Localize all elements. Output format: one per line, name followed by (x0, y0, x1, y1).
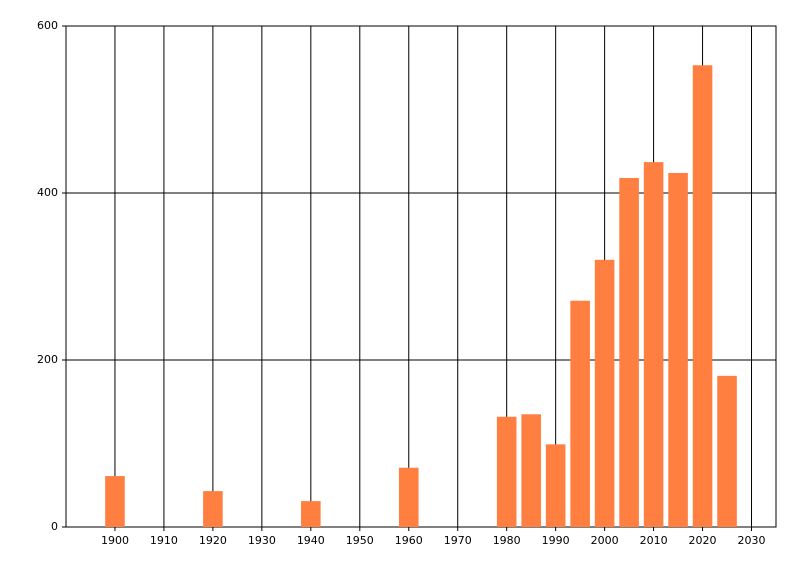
x-tick-label: 1970 (444, 534, 472, 547)
bar (496, 416, 517, 527)
bar (398, 467, 419, 527)
y-tick-label: 200 (37, 353, 58, 366)
bar (717, 375, 737, 527)
x-tick-label: 1990 (542, 534, 570, 547)
plot-frame (65, 25, 777, 528)
x-tick-label: 1910 (150, 534, 178, 547)
bar (692, 65, 713, 528)
bar (545, 444, 566, 527)
bar (668, 172, 688, 527)
bar (643, 162, 664, 528)
x-tick-label: 1960 (395, 534, 423, 547)
y-tick-label: 0 (51, 520, 58, 533)
x-tick-label: 2010 (640, 534, 668, 547)
bar (570, 300, 590, 527)
x-tick-label: 1940 (297, 534, 325, 547)
x-tick-label: 1930 (248, 534, 276, 547)
x-tick-label: 1980 (493, 534, 521, 547)
x-tick-label: 1900 (101, 534, 129, 547)
bar (594, 259, 615, 527)
x-tick-label: 2020 (689, 534, 717, 547)
x-tick-label: 1920 (199, 534, 227, 547)
y-tick-label: 400 (37, 186, 58, 199)
bar (619, 177, 639, 527)
bar (203, 491, 223, 527)
x-tick-label: 2000 (591, 534, 619, 547)
bar (521, 414, 541, 527)
x-tick-label: 2030 (738, 534, 766, 547)
x-tick-label: 1950 (346, 534, 374, 547)
bar (105, 476, 125, 527)
bar (301, 501, 321, 527)
y-tick-label: 600 (37, 19, 58, 32)
